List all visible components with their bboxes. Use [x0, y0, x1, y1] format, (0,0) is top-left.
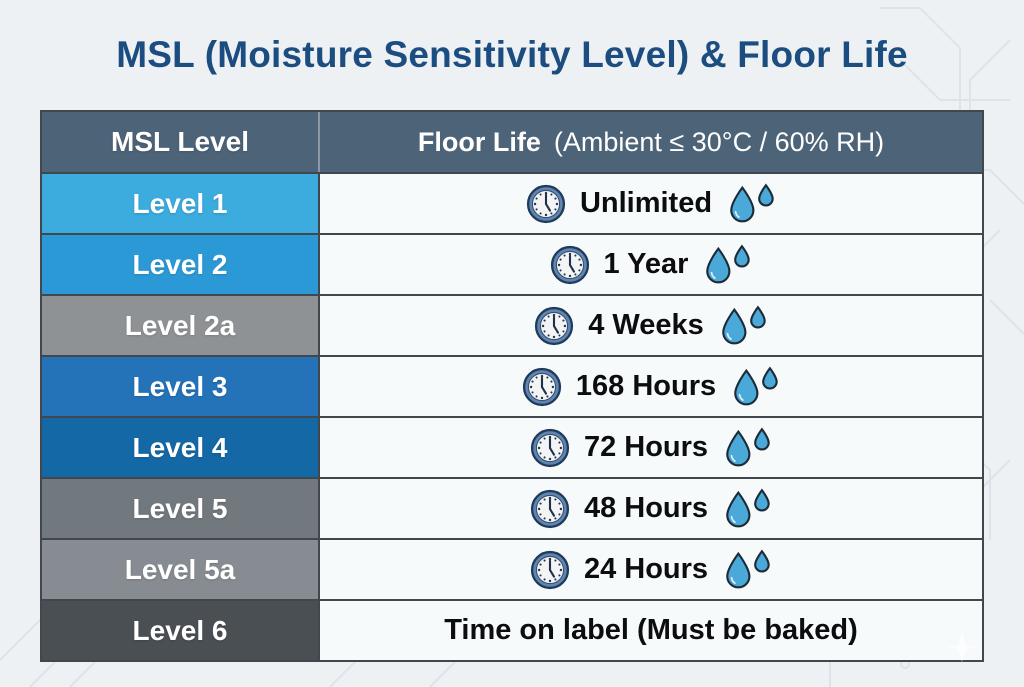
- table-row: Level 5: [42, 477, 982, 538]
- table-row: Level 6: [42, 599, 982, 660]
- floor-life-value: 72 Hours: [583, 431, 709, 463]
- msl-level-label: Level 2: [132, 248, 228, 280]
- floor-life-cell: Unlimited: [320, 174, 982, 233]
- table-row: Level 4: [42, 416, 982, 477]
- page-title: MSL (Moisture Sensitivity Level) & Floor…: [116, 34, 908, 75]
- header-floor-life: Floor Life (Ambient ≤ 30°C / 60% RH): [320, 112, 982, 172]
- msl-level-label: Level 5a: [124, 553, 236, 585]
- floor-life-cell: 4 Weeks: [320, 296, 982, 355]
- table-row: Level 3: [42, 355, 982, 416]
- msl-level-cell: Level 6: [42, 601, 320, 660]
- water-drops-icon: [721, 426, 773, 470]
- table-row: Level 2a: [42, 294, 982, 355]
- floor-life-cell: 24 Hours: [320, 540, 982, 599]
- msl-level-cell: Level 5a: [42, 540, 320, 599]
- clock-icon: [529, 549, 571, 591]
- table-row: Level 5a: [42, 538, 982, 599]
- msl-level-label: Level 6: [132, 614, 228, 646]
- water-drops-icon: [721, 548, 773, 592]
- msl-level-cell: Level 1: [42, 174, 320, 233]
- table-body: Level 1: [42, 172, 982, 660]
- floor-life-cell: 168 Hours: [320, 357, 982, 416]
- msl-level-label: Level 2a: [124, 309, 236, 341]
- table-row: Level 2: [42, 233, 982, 294]
- clock-icon: [525, 183, 567, 225]
- floor-life-cell: Time on label (Must be baked): [320, 601, 982, 660]
- water-drops-icon: [721, 487, 773, 531]
- clock-icon: [533, 305, 575, 347]
- msl-level-label: Level 1: [132, 187, 228, 219]
- msl-level-cell: Level 5: [42, 479, 320, 538]
- floor-life-cell: 72 Hours: [320, 418, 982, 477]
- msl-level-cell: Level 2: [42, 235, 320, 294]
- msl-level-label: Level 4: [132, 431, 228, 463]
- clock-icon: [521, 366, 563, 408]
- header-floor-life-label: Floor Life: [417, 126, 541, 157]
- floor-life-value: 4 Weeks: [588, 309, 704, 341]
- msl-table: MSL Level Floor Life (Ambient ≤ 30°C / 6…: [40, 110, 984, 662]
- floor-life-value: 1 Year: [603, 248, 689, 280]
- table-header-row: MSL Level Floor Life (Ambient ≤ 30°C / 6…: [42, 112, 982, 172]
- clock-icon: [529, 427, 571, 469]
- water-drops-icon: [717, 304, 769, 348]
- msl-level-label: Level 5: [132, 492, 228, 524]
- floor-life-value: Unlimited: [579, 187, 713, 219]
- clock-icon: [529, 488, 571, 530]
- floor-life-value: 168 Hours: [575, 370, 717, 402]
- floor-life-value: 24 Hours: [583, 553, 709, 585]
- clock-icon: [549, 244, 591, 286]
- water-drops-icon: [701, 243, 753, 287]
- floor-life-value: Time on label (Must be baked): [444, 614, 858, 646]
- msl-level-label: Level 3: [132, 370, 228, 402]
- msl-level-cell: Level 4: [42, 418, 320, 477]
- floor-life-value: 48 Hours: [583, 492, 709, 524]
- table-row: Level 1: [42, 172, 982, 233]
- msl-level-cell: Level 2a: [42, 296, 320, 355]
- header-msl-level: MSL Level: [42, 112, 320, 172]
- floor-life-cell: 1 Year: [320, 235, 982, 294]
- water-drops-icon: [729, 365, 781, 409]
- msl-level-cell: Level 3: [42, 357, 320, 416]
- water-drops-icon: [725, 182, 777, 226]
- header-floor-life-condition: (Ambient ≤ 30°C / 60% RH): [553, 126, 885, 157]
- header-msl-level-label: MSL Level: [111, 126, 249, 157]
- floor-life-cell: 48 Hours: [320, 479, 982, 538]
